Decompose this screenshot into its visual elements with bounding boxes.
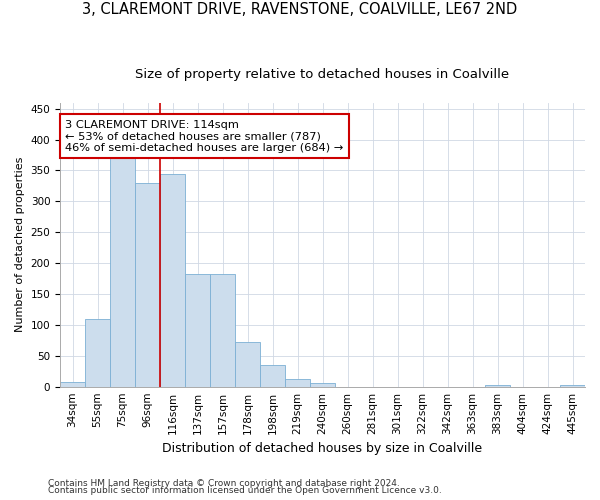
Bar	[310, 383, 335, 386]
Bar	[285, 380, 310, 386]
Bar	[560, 385, 585, 386]
Bar	[210, 274, 235, 386]
Bar	[85, 318, 110, 386]
Bar	[60, 382, 85, 386]
Bar	[110, 155, 135, 386]
Title: Size of property relative to detached houses in Coalville: Size of property relative to detached ho…	[136, 68, 509, 80]
Bar	[185, 274, 210, 386]
Bar	[235, 342, 260, 386]
Y-axis label: Number of detached properties: Number of detached properties	[15, 157, 25, 332]
Text: 3 CLAREMONT DRIVE: 114sqm
← 53% of detached houses are smaller (787)
46% of semi: 3 CLAREMONT DRIVE: 114sqm ← 53% of detac…	[65, 120, 344, 153]
Text: Contains HM Land Registry data © Crown copyright and database right 2024.: Contains HM Land Registry data © Crown c…	[48, 478, 400, 488]
Text: 3, CLAREMONT DRIVE, RAVENSTONE, COALVILLE, LE67 2ND: 3, CLAREMONT DRIVE, RAVENSTONE, COALVILL…	[82, 2, 518, 18]
Bar	[160, 174, 185, 386]
X-axis label: Distribution of detached houses by size in Coalville: Distribution of detached houses by size …	[163, 442, 482, 455]
Text: Contains public sector information licensed under the Open Government Licence v3: Contains public sector information licen…	[48, 486, 442, 495]
Bar	[135, 183, 160, 386]
Bar	[260, 365, 285, 386]
